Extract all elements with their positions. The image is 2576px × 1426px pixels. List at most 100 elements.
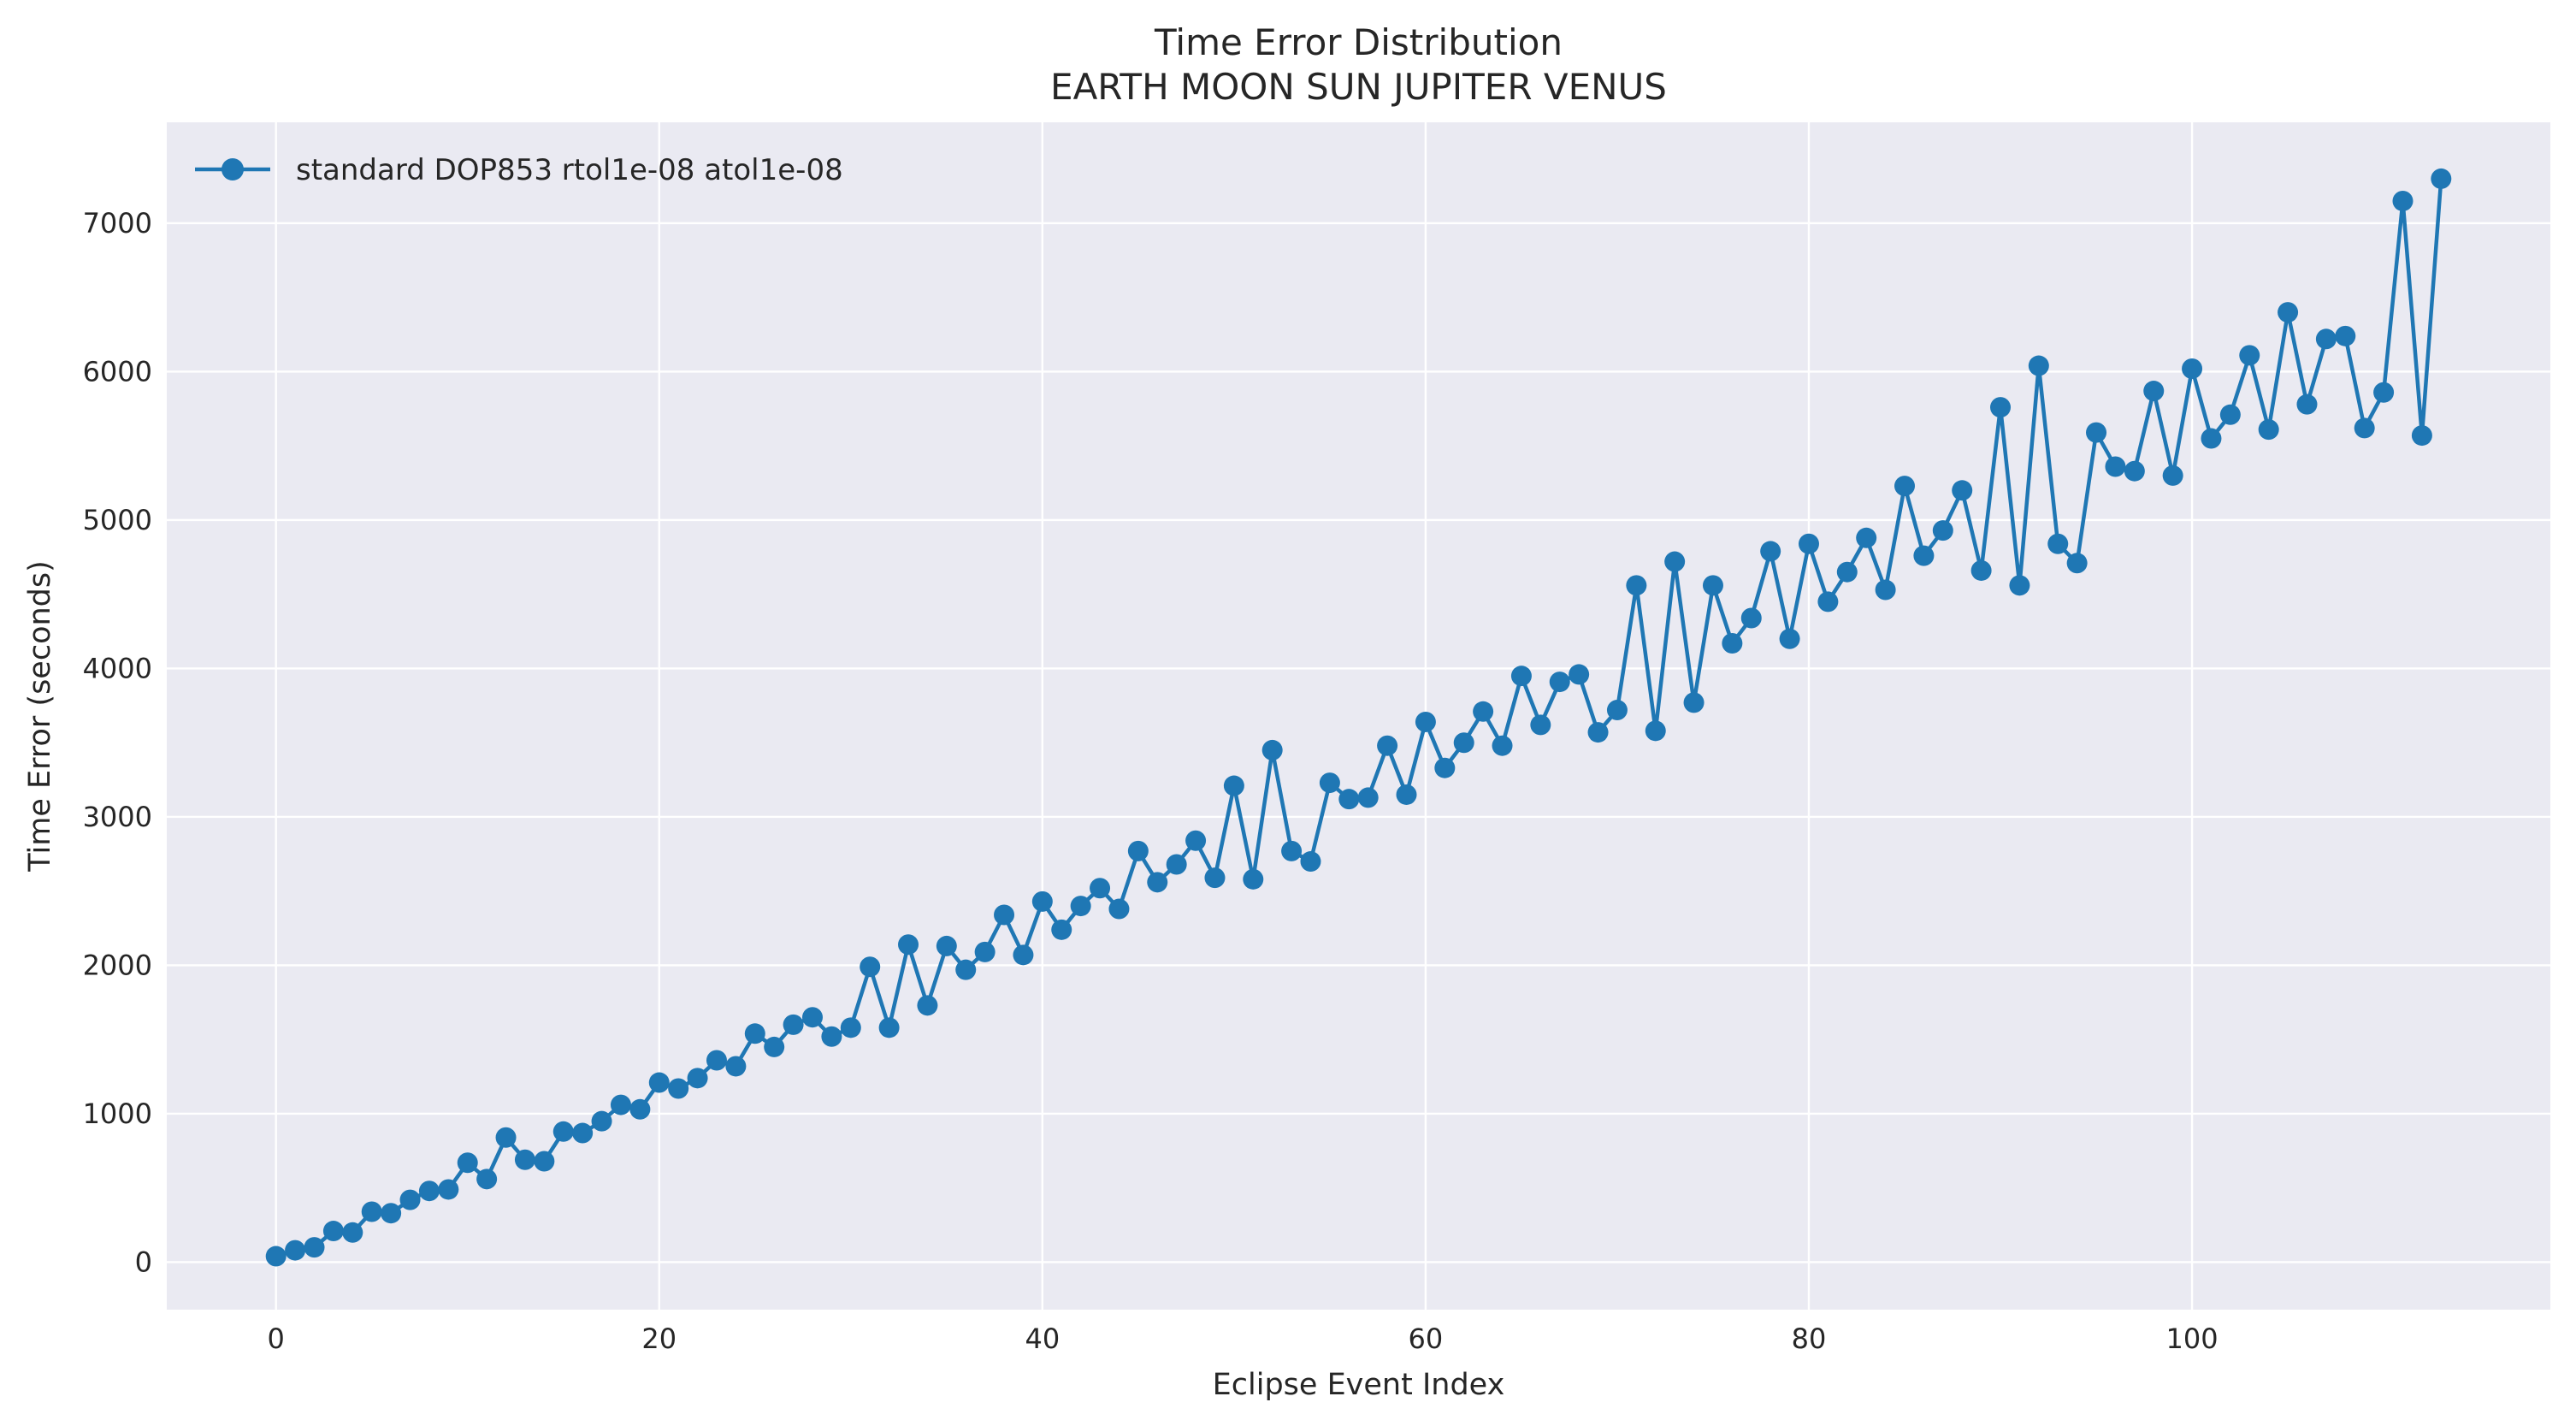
series-layer: [265, 168, 2452, 1267]
data-point: [399, 1189, 421, 1210]
data-point: [1606, 700, 1628, 721]
x-tick-label: 0: [268, 1322, 285, 1355]
grid-lines: [167, 122, 2550, 1310]
data-point: [706, 1050, 727, 1071]
data-point: [1090, 878, 1111, 899]
data-point: [322, 1221, 344, 1242]
data-point: [648, 1072, 670, 1093]
x-tick-label: 20: [641, 1322, 676, 1355]
data-point: [2296, 393, 2318, 415]
data-point: [801, 1007, 823, 1028]
data-point: [304, 1237, 325, 1258]
y-tick-label: 2000: [83, 949, 152, 981]
data-point: [591, 1110, 612, 1132]
data-point: [2182, 358, 2203, 380]
y-tick-label: 6000: [83, 355, 152, 388]
data-point: [2258, 419, 2279, 441]
data-point: [265, 1246, 287, 1267]
data-point: [1166, 854, 1187, 875]
data-point: [878, 1017, 900, 1038]
data-point: [1013, 944, 1034, 966]
data-point: [1300, 851, 1321, 873]
data-point: [2086, 422, 2107, 443]
data-point: [1913, 545, 1935, 566]
data-point: [783, 1014, 804, 1035]
y-tick-label: 7000: [83, 207, 152, 240]
y-tick-label: 1000: [83, 1098, 152, 1130]
data-point: [1970, 559, 1992, 581]
data-point: [1875, 579, 1896, 601]
data-point: [1281, 840, 1303, 861]
data-point: [1434, 757, 1456, 778]
data-point: [2239, 345, 2260, 366]
data-point: [994, 904, 1015, 926]
data-point: [1683, 692, 1705, 713]
data-point: [514, 1149, 535, 1170]
data-point: [1051, 919, 1072, 940]
data-point: [2028, 355, 2049, 376]
data-point: [1760, 541, 1781, 562]
data-point: [1204, 867, 1226, 889]
y-tick-label: 0: [135, 1246, 152, 1278]
data-point: [418, 1180, 440, 1202]
data-point: [572, 1122, 594, 1144]
data-point: [1817, 591, 1839, 612]
data-point: [1836, 561, 1858, 583]
data-point: [764, 1036, 785, 1057]
data-point: [1722, 632, 1743, 654]
data-point: [1031, 891, 1053, 912]
data-point: [840, 1017, 861, 1038]
data-point: [2143, 381, 2165, 402]
data-point: [1357, 787, 1379, 808]
data-point: [2105, 456, 2126, 477]
y-tick-label: 5000: [83, 504, 152, 536]
data-point: [2431, 168, 2452, 189]
data-point: [1952, 480, 1973, 501]
data-point: [1990, 397, 2012, 418]
tick-labels: 0 20 40 60 80 1000100020003000400050006000700…: [83, 207, 2219, 1355]
data-point: [1932, 520, 1953, 541]
data-point: [2373, 382, 2395, 403]
data-point: [2354, 417, 2375, 439]
data-point: [1147, 872, 1168, 893]
data-point: [1549, 672, 1570, 693]
legend: standard DOP853 rtol1e-08 atol1e-08: [195, 153, 843, 187]
data-point: [955, 959, 977, 980]
data-point: [2392, 190, 2414, 211]
data-point: [2219, 404, 2241, 425]
data-point: [1070, 896, 1091, 917]
data-point: [936, 935, 957, 956]
data-point: [629, 1098, 651, 1120]
data-point: [342, 1222, 363, 1243]
data-point: [1587, 722, 1609, 743]
data-point: [668, 1078, 689, 1099]
data-point: [1453, 732, 1474, 754]
data-point: [1798, 533, 1819, 554]
data-point: [1702, 575, 1723, 596]
data-point: [1530, 714, 1551, 736]
data-point: [1510, 666, 1532, 687]
data-point: [1894, 476, 1916, 497]
data-point: [495, 1127, 517, 1148]
y-tick-label: 4000: [83, 652, 152, 684]
data-point: [381, 1203, 402, 1224]
data-point: [974, 941, 996, 962]
plot-area: [167, 122, 2550, 1310]
data-point: [476, 1169, 498, 1190]
chart-subtitle: EARTH MOON SUN JUPITER VENUS: [1050, 66, 1667, 108]
legend-label: standard DOP853 rtol1e-08 atol1e-08: [296, 153, 843, 187]
data-point: [1664, 551, 1686, 572]
y-tick-label: 3000: [83, 801, 152, 833]
data-point: [1261, 739, 1283, 760]
data-point: [1626, 575, 1647, 596]
data-point: [2009, 575, 2030, 596]
data-point: [2162, 464, 2183, 486]
data-point: [2315, 328, 2337, 350]
data-point: [2047, 533, 2069, 554]
data-point: [2066, 553, 2088, 574]
data-point: [552, 1121, 574, 1142]
data-point: [1645, 720, 1666, 742]
data-point: [1856, 527, 1877, 548]
